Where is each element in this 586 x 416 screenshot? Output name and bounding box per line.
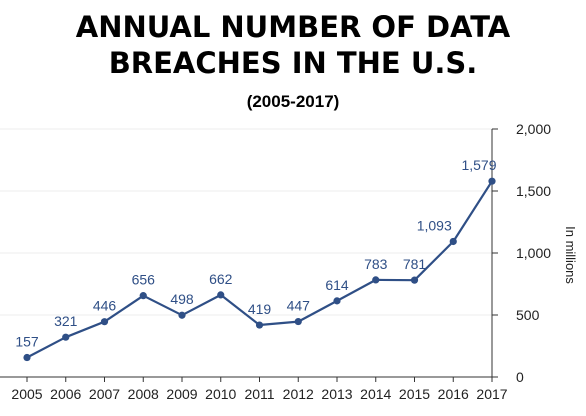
data-point bbox=[372, 276, 380, 284]
x-tick-label: 2010 bbox=[205, 386, 236, 402]
data-point bbox=[488, 177, 496, 185]
data-point bbox=[449, 237, 457, 246]
data-point bbox=[23, 353, 31, 362]
data-label: 447 bbox=[287, 298, 311, 314]
data-label: 781 bbox=[403, 256, 427, 272]
x-tick-label: 2013 bbox=[321, 386, 352, 402]
data-label: 446 bbox=[93, 298, 117, 314]
data-label: 614 bbox=[325, 277, 349, 293]
x-tick-label: 2011 bbox=[244, 386, 274, 402]
data-point bbox=[62, 333, 70, 341]
data-point bbox=[217, 291, 225, 299]
data-point bbox=[410, 276, 419, 284]
data-label: 656 bbox=[132, 272, 156, 288]
data-label: 662 bbox=[209, 271, 233, 287]
y-tick-label: 2,000 bbox=[516, 121, 551, 137]
y-tick-labels: 0 500 1,000 1,500 2,000 bbox=[516, 121, 551, 385]
x-tick-label: 2017 bbox=[476, 386, 507, 402]
x-tick-labels: 2005 2006 2007 2008 2009 2010 2011 2012 2013 2014… bbox=[11, 386, 507, 402]
x-tick-label: 2016 bbox=[438, 386, 469, 402]
x-tick-label: 2007 bbox=[89, 386, 120, 402]
chart-subtitle: (2005-2017) bbox=[246, 92, 340, 111]
x-tick-label: 2014 bbox=[360, 386, 391, 402]
data-label: 157 bbox=[15, 334, 39, 350]
data-label: 1,579 bbox=[461, 157, 496, 173]
x-tick-label: 2012 bbox=[283, 386, 314, 402]
chart-title-line-2: BREACHES IN THE U.S. bbox=[108, 46, 478, 80]
y-axis-label: In millions bbox=[563, 226, 578, 284]
data-label: 419 bbox=[248, 301, 272, 317]
data-label: 783 bbox=[364, 256, 388, 272]
data-point bbox=[139, 292, 147, 300]
x-tick-label: 2005 bbox=[11, 386, 42, 402]
data-point bbox=[333, 297, 341, 305]
gridlines bbox=[0, 128, 492, 316]
y-tick-label: 500 bbox=[516, 307, 540, 323]
x-tick-label: 2006 bbox=[50, 386, 81, 402]
data-label: 1,093 bbox=[417, 217, 452, 233]
x-tick-label: 2008 bbox=[128, 386, 159, 402]
y-tick-label: 1,500 bbox=[516, 183, 551, 199]
data-label: 498 bbox=[170, 291, 194, 307]
y-tick-label: 1,000 bbox=[516, 245, 551, 261]
data-point bbox=[100, 318, 109, 326]
x-tick-label: 2015 bbox=[399, 386, 430, 402]
data-labels: 157 321 446 656 498 662 419 447 614 783 781 1,093 1,… bbox=[15, 157, 496, 349]
data-point bbox=[255, 321, 264, 329]
data-label: 321 bbox=[54, 313, 78, 329]
axes bbox=[0, 128, 498, 382]
data-point bbox=[294, 317, 302, 326]
x-tick-label: 2009 bbox=[166, 386, 197, 402]
data-points bbox=[23, 177, 496, 362]
data-point bbox=[178, 311, 186, 319]
y-tick-label: 0 bbox=[516, 369, 524, 385]
chart-title-line-1: ANNUAL NUMBER OF DATA bbox=[75, 10, 511, 44]
